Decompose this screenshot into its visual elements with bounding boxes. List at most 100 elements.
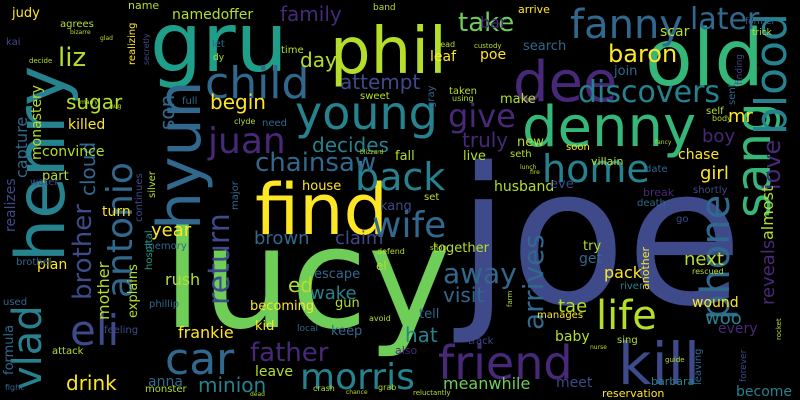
word: time	[281, 45, 304, 56]
word: year	[151, 220, 192, 241]
word: seth	[510, 149, 532, 160]
word: fight	[5, 383, 24, 392]
word: river	[620, 281, 644, 292]
word: ed	[288, 273, 313, 297]
word: hospital	[144, 230, 155, 270]
word: fire	[530, 169, 540, 176]
word: brown	[254, 228, 310, 249]
word: hat	[405, 323, 438, 347]
word: boy	[702, 126, 736, 147]
word: family	[280, 2, 342, 26]
word: tell	[419, 307, 440, 322]
word: lunch	[520, 164, 537, 171]
word: later	[690, 2, 760, 37]
word: rocket	[775, 318, 783, 340]
word: tae	[558, 296, 588, 317]
word: sent	[727, 83, 738, 105]
word: decides	[312, 133, 389, 157]
word: let	[212, 39, 225, 50]
word: nurse	[590, 344, 607, 351]
word: chance	[346, 389, 368, 396]
word: name	[128, 0, 160, 12]
word: bar	[480, 13, 507, 32]
word: escape	[314, 267, 361, 282]
word: trick	[752, 28, 772, 38]
word: search	[523, 39, 567, 54]
word: day	[300, 48, 337, 72]
word: sugar	[66, 90, 123, 114]
word: self	[706, 106, 724, 117]
word: former	[745, 17, 776, 27]
word: reveals	[758, 239, 779, 305]
word: body	[712, 114, 732, 123]
word: meanwhile	[443, 374, 531, 393]
word: dead	[250, 391, 265, 398]
word: shop	[430, 244, 447, 252]
word: clyde	[234, 117, 256, 126]
word: death	[637, 198, 666, 209]
word: morris	[300, 357, 415, 398]
word: decide	[29, 57, 53, 65]
word: major	[230, 181, 241, 210]
word: child	[205, 58, 310, 109]
word: gray	[426, 85, 437, 108]
word: water	[30, 177, 59, 188]
word: join	[614, 64, 638, 79]
word: secretly	[142, 33, 151, 65]
word: explains	[126, 264, 141, 318]
word: woo	[705, 308, 742, 329]
word: blizzard	[360, 149, 384, 156]
word: leaf	[430, 49, 457, 65]
word: forever	[739, 349, 749, 382]
word: leave	[255, 364, 293, 380]
word: turn	[102, 204, 131, 220]
word: date	[645, 164, 668, 175]
word: band	[373, 3, 396, 13]
word: villain	[591, 155, 624, 168]
word: killed	[68, 117, 106, 133]
word: barbara	[651, 375, 695, 388]
word: chase	[678, 147, 720, 163]
word: find	[255, 169, 388, 251]
word: try	[583, 239, 602, 254]
word: visit	[443, 283, 485, 307]
word: go	[676, 214, 689, 225]
word: brothel	[16, 257, 52, 268]
word: car	[165, 334, 235, 385]
word: dee	[513, 50, 618, 115]
word: hug	[110, 103, 122, 110]
word: full	[182, 96, 198, 107]
word: kill	[618, 330, 700, 398]
word: kid	[255, 319, 275, 334]
word: kai	[6, 37, 21, 48]
word: leaving	[693, 348, 704, 385]
word: return	[202, 213, 237, 305]
word: kang	[380, 199, 412, 214]
word: manages	[537, 310, 584, 321]
word: finding	[735, 53, 745, 85]
word: joe	[457, 127, 743, 348]
word: minion	[198, 373, 267, 397]
word: sing	[617, 335, 638, 346]
word: glad	[100, 35, 113, 42]
word: taken	[449, 86, 477, 97]
word: namedoffer	[172, 7, 254, 23]
word: feeling	[104, 325, 139, 336]
word: father	[250, 338, 329, 368]
word: reluctantly	[413, 389, 451, 397]
word: becoming	[250, 299, 315, 314]
word: wake	[310, 283, 357, 304]
word: back	[355, 155, 446, 199]
word: anna	[148, 374, 183, 390]
word: claim	[335, 228, 384, 249]
word: baby	[555, 329, 590, 345]
word: formula	[2, 324, 17, 375]
word: local	[297, 324, 318, 334]
word: guide	[665, 356, 685, 364]
word: shortly	[693, 185, 728, 196]
word: capture	[12, 116, 31, 178]
word: soon	[566, 142, 590, 153]
word: away	[443, 257, 517, 290]
word: baron	[608, 40, 678, 68]
